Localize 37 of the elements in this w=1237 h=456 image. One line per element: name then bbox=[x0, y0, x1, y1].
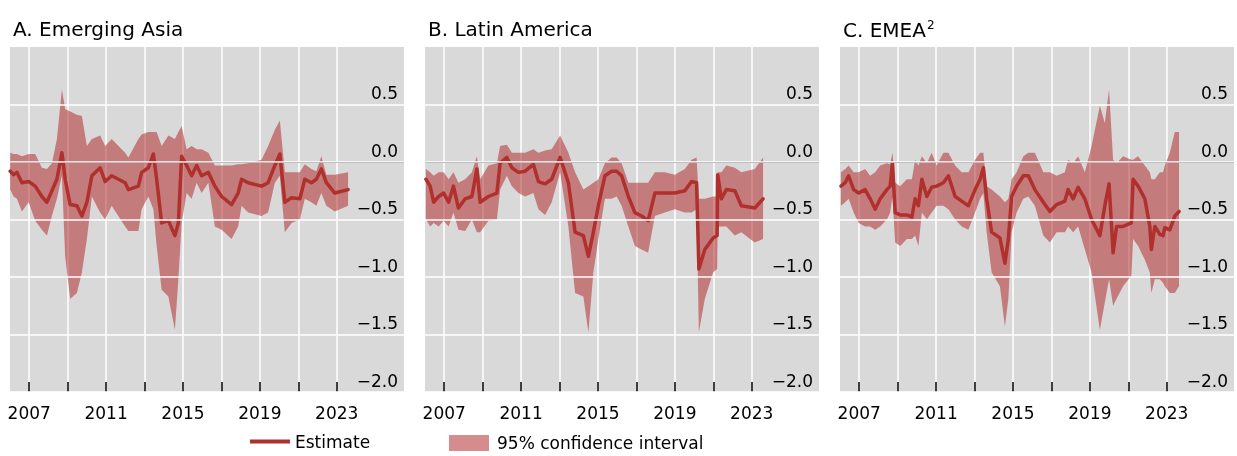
x-tick-label: 2019 bbox=[653, 402, 697, 423]
x-tick-label: 2011 bbox=[84, 402, 128, 423]
y-tick-label: −0.5 bbox=[771, 198, 813, 218]
y-tick-label: −2.0 bbox=[1186, 370, 1228, 391]
y-tick-label: −1.5 bbox=[1186, 313, 1228, 333]
y-tick-label: 0.0 bbox=[785, 140, 813, 161]
x-tick-label: 2011 bbox=[499, 402, 543, 423]
y-tick-label: −0.5 bbox=[1186, 198, 1228, 218]
x-tick-label: 2007 bbox=[422, 402, 466, 423]
x-tick-label: 2015 bbox=[991, 402, 1035, 423]
x-tick-label: 2023 bbox=[1145, 402, 1189, 423]
x-tick-label: 2023 bbox=[730, 402, 774, 423]
y-tick-label: −2.0 bbox=[356, 370, 398, 391]
y-tick-label: −1.0 bbox=[1186, 255, 1228, 276]
y-tick-label: −1.0 bbox=[771, 255, 813, 276]
y-tick-label: −1.0 bbox=[356, 255, 398, 276]
chart-title: B. Latin America bbox=[428, 17, 593, 41]
x-tick-label: 2015 bbox=[576, 402, 620, 423]
x-tick-label: 2019 bbox=[238, 402, 282, 423]
y-tick-label: 0.5 bbox=[370, 83, 398, 103]
chart-title: A. Emerging Asia bbox=[13, 17, 184, 41]
text: 95% confidence interval bbox=[497, 433, 704, 453]
y-tick-label: −2.0 bbox=[771, 370, 813, 391]
legend-label: Estimate bbox=[295, 431, 371, 452]
x-tick-label: 2015 bbox=[161, 402, 205, 423]
y-tick-label: 0.0 bbox=[1200, 140, 1228, 161]
x-tick-label: 2007 bbox=[7, 402, 51, 423]
y-tick-label: −1.5 bbox=[356, 313, 398, 333]
x-tick-label: 2007 bbox=[837, 402, 881, 423]
y-tick-label: 0.0 bbox=[370, 140, 398, 161]
y-tick-label: 0.5 bbox=[1200, 83, 1228, 103]
y-tick-label: −1.5 bbox=[771, 313, 813, 333]
y-tick-label: 0.5 bbox=[785, 83, 813, 103]
x-tick-label: 2023 bbox=[315, 402, 359, 423]
y-tick-label: −0.5 bbox=[356, 198, 398, 218]
x-tick-label: 2011 bbox=[914, 402, 958, 423]
x-tick-label: 2019 bbox=[1068, 402, 1112, 423]
